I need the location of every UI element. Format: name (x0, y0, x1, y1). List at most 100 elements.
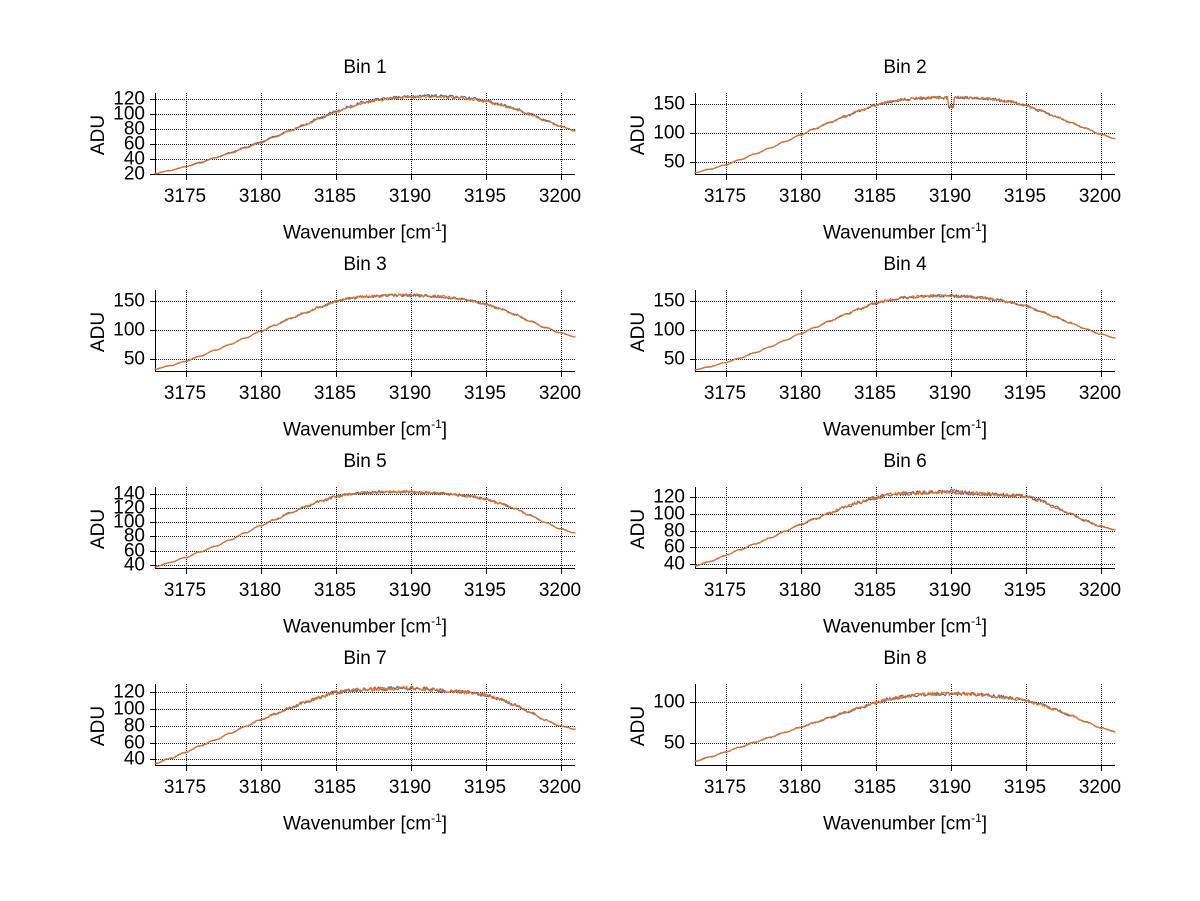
y-tick (690, 103, 696, 105)
y-tick (690, 300, 696, 302)
y-tick-label: 120 (653, 486, 685, 508)
x-tick-label: 3185 (313, 580, 357, 601)
x-tick (561, 568, 562, 574)
x-gridline (726, 93, 727, 174)
x-axis-label-exponent: -1 (971, 811, 982, 825)
x-tick (336, 371, 337, 377)
data-series-2 (154, 489, 576, 568)
x-axis-label-suffix: ] (981, 813, 988, 835)
x-axis-label-exponent: -1 (431, 614, 442, 628)
series-canvas-1 (154, 94, 576, 175)
series-canvas-4 (694, 293, 1116, 371)
x-tick (336, 765, 337, 771)
x-tick (1101, 568, 1102, 574)
data-series-2 (154, 293, 576, 370)
x-gridline (261, 487, 262, 568)
y-tick (150, 329, 156, 331)
x-tick-label: 3180 (778, 186, 822, 207)
y-tick-label: 40 (123, 148, 145, 170)
x-axis-label-5: Wavenumber [cm-1] (283, 614, 447, 638)
x-gridline (336, 684, 337, 765)
y-tick (150, 113, 156, 115)
y-gridline (156, 300, 575, 302)
x-tick-label: 3175 (163, 383, 207, 404)
x-gridline (726, 684, 727, 765)
x-tick (1026, 174, 1027, 180)
y-gridline (696, 513, 1115, 515)
y-tick (150, 709, 156, 711)
x-tick-label: 3200 (538, 383, 582, 404)
y-gridline (156, 128, 575, 130)
x-tick (951, 765, 952, 771)
x-tick (801, 371, 802, 377)
y-tick-label: 100 (113, 698, 145, 720)
y-tick (150, 522, 156, 524)
x-axis-label-suffix: ] (441, 222, 448, 244)
y-tick-label: 100 (653, 503, 685, 525)
x-gridline (186, 487, 187, 568)
x-gridline (801, 487, 802, 568)
y-tick-label: 120 (113, 681, 145, 703)
x-gridline (336, 93, 337, 174)
x-tick (1101, 765, 1102, 771)
x-axis-label-exponent: -1 (431, 220, 442, 234)
x-gridline (486, 93, 487, 174)
plot-area-7 (150, 684, 575, 771)
y-tick (150, 158, 156, 160)
subplot-title-7: Bin 7 (343, 648, 387, 669)
y-tick-label: 20 (123, 163, 145, 184)
x-tick (486, 174, 487, 180)
x-tick-label: 3195 (463, 777, 507, 798)
plot-area-5 (150, 487, 575, 574)
x-tick-label: 3175 (163, 580, 207, 601)
x-tick-label: 3180 (238, 186, 282, 207)
y-tick-label: 60 (123, 540, 145, 562)
x-tick-label: 3180 (238, 580, 282, 601)
data-series-2 (154, 94, 576, 175)
x-gridline (261, 290, 262, 371)
x-tick-label: 3185 (853, 580, 897, 601)
x-gridline (876, 290, 877, 371)
plot-area-4 (690, 290, 1115, 377)
y-tick (690, 702, 696, 704)
x-gridline (1101, 487, 1102, 568)
data-series-2 (694, 691, 1116, 762)
x-tick (486, 371, 487, 377)
y-tick (690, 497, 696, 499)
x-tick-label: 3195 (1003, 383, 1047, 404)
y-tick (150, 536, 156, 538)
x-axis-label-suffix: ] (441, 419, 448, 441)
y-tick-label: 100 (653, 319, 685, 341)
x-axis-label-2: Wavenumber [cm-1] (823, 220, 987, 244)
x-axis-label-prefix: Wavenumber [cm (822, 419, 972, 441)
y-gridline (156, 113, 575, 115)
x-gridline (876, 93, 877, 174)
x-tick-label: 3180 (778, 777, 822, 798)
y-tick-label: 100 (113, 319, 145, 341)
x-tick (951, 568, 952, 574)
x-gridline (411, 487, 412, 568)
x-gridline (186, 290, 187, 371)
x-tick-label: 3190 (928, 580, 972, 601)
x-axis-label-3: Wavenumber [cm-1] (283, 417, 447, 441)
y-gridline (156, 329, 575, 331)
x-gridline (336, 487, 337, 568)
x-axis-label-exponent: -1 (971, 417, 982, 431)
y-gridline (696, 547, 1115, 549)
x-axis-label-4: Wavenumber [cm-1] (823, 417, 987, 441)
y-tick (690, 132, 696, 134)
x-axis-label-suffix: ] (981, 616, 988, 638)
x-gridline (801, 684, 802, 765)
axes-2: 50 100 150 3175 3180 3185 3190 3195 3200 ADU Waven… (628, 93, 1121, 243)
data-series-2 (154, 685, 576, 765)
x-axis-label-exponent: -1 (971, 614, 982, 628)
x-tick (186, 765, 187, 771)
axes-6: 40 60 80 100 120 3175 3180 3185 3190 3195 3200 ADU W… (628, 487, 1121, 637)
y-tick-label: 50 (663, 151, 685, 173)
x-tick (561, 765, 562, 771)
